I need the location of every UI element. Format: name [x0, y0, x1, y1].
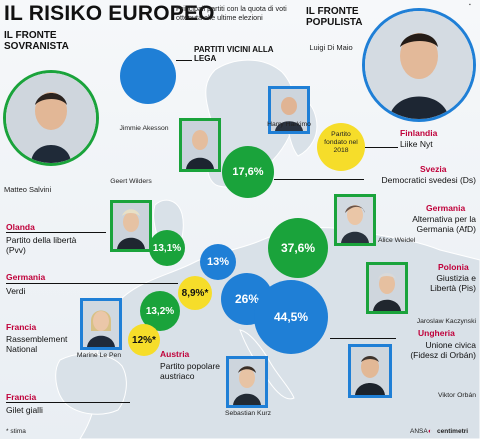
wilders-portrait-icon — [113, 203, 149, 249]
germania-afd-bubble: 13% — [200, 244, 236, 280]
legend-connector — [176, 60, 192, 61]
kaczynski-name: Jaroslaw Kaczynski — [416, 318, 476, 325]
orban-name: Viktor Orbán — [437, 392, 476, 399]
germania-afd-country: Germania — [426, 203, 466, 213]
olanda-value: 13,1% — [152, 242, 182, 254]
francia-rn-party: Rassemblement National — [6, 334, 68, 354]
dimaio-name: Luigi Di Maio — [309, 43, 353, 52]
front-populista-heading: IL FRONTE POPULISTA — [306, 6, 363, 28]
dimaio-photo — [362, 8, 476, 122]
polonia-country: Polonia — [438, 262, 469, 272]
polonia-value: 37,6% — [280, 241, 316, 255]
salvini-name: Matteo Salvini — [4, 185, 52, 194]
weidel-name: Alice Weidel — [378, 237, 416, 244]
lepen-photo — [80, 298, 122, 350]
ungheria-party: Unione civica (Fidesz di Orbán) — [410, 340, 476, 360]
svezia-value: 17,6% — [232, 166, 264, 178]
akesson-photo — [179, 118, 221, 172]
francia-gilet-value: 12%* — [132, 334, 156, 346]
page-title: IL RISIKO EUROPEO — [4, 2, 215, 25]
brand-label: centimetri — [437, 428, 469, 435]
legend-label: PARTITI VICINI ALLA LEGA — [194, 45, 274, 63]
finlandia-party: Liike Nyt — [400, 139, 433, 149]
kurz-portrait-icon — [229, 359, 265, 405]
wilders-name: Geert Wilders — [110, 178, 152, 185]
weidel-portrait-icon — [337, 197, 373, 243]
centimetri-logo-icon: ◐ — [428, 428, 432, 435]
austria-value: 26% — [234, 292, 260, 306]
salvini-portrait-icon — [6, 73, 96, 163]
germania-afd-value: 13% — [206, 256, 230, 268]
ungheria-connector — [330, 338, 396, 339]
francia-gilet-bubble: 12%* — [128, 324, 160, 356]
ungheria-country: Ungheria — [418, 328, 455, 338]
germania-verdi-country: Germania — [6, 272, 46, 282]
polonia-bubble: 37,6% — [268, 218, 328, 278]
salvini-photo — [3, 70, 99, 166]
svezia-country: Svezia — [420, 164, 447, 174]
germania-afd-party: Alternativa per la Germania (AfD) — [412, 214, 476, 234]
orban-photo — [348, 344, 392, 398]
akesson-name: Jimmie Akesson — [119, 125, 169, 132]
ungheria-bubble: 44,5% — [254, 280, 328, 354]
kaczynski-photo — [366, 262, 408, 314]
harkimo-photo — [268, 86, 310, 134]
olanda-country: Olanda — [6, 222, 35, 232]
olanda-bubble: 13,1% — [149, 230, 185, 266]
austria-party: Partito popolare austriaco — [160, 361, 221, 381]
francia-gilet-connector — [6, 402, 130, 403]
footnote: * stima — [6, 428, 26, 435]
ungheria-value: 44,5% — [273, 310, 309, 324]
olanda-connector — [6, 232, 106, 233]
harkimo-portrait-icon — [271, 89, 307, 131]
lepen-portrait-icon — [83, 301, 119, 347]
olanda-party: Partito della libertà (Pvv) — [6, 235, 77, 255]
lepen-name: Marine Le Pen — [76, 352, 122, 359]
wilders-photo — [110, 200, 152, 252]
kurz-name: Sebastian Kurz — [224, 410, 272, 417]
kurz-photo — [226, 356, 268, 408]
germania-verdi-connector — [6, 283, 178, 284]
svezia-bubble: 17,6% — [222, 146, 274, 198]
legend-bubble — [120, 48, 176, 104]
francia-gilet-party: Gilet gialli — [6, 405, 43, 415]
germania-verdi-value: 8,9%* — [181, 287, 209, 299]
orban-portrait-icon — [351, 347, 389, 395]
austria-country: Austria — [160, 349, 190, 359]
germania-verdi-party: Verdi — [6, 286, 26, 296]
finlandia-connector — [365, 147, 398, 148]
dimaio-portrait-icon — [365, 11, 473, 119]
corner-mark: ▪ — [469, 2, 471, 8]
francia-rn-value: 13,2% — [145, 305, 175, 317]
germania-verdi-bubble: 8,9%* — [178, 276, 212, 310]
weidel-photo — [334, 194, 376, 246]
finlandia-country: Finlandia — [400, 128, 438, 138]
svezia-connector — [274, 179, 364, 180]
page-subtitle: Principali partiti con la quota di voti … — [176, 4, 287, 22]
francia-gilet-country: Francia — [6, 392, 37, 402]
source-label: ANSA — [410, 428, 428, 435]
francia-rn-country: Francia — [6, 322, 37, 332]
kaczynski-portrait-icon — [369, 265, 405, 311]
front-sovranista-heading: IL FRONTE SOVRANISTA — [4, 30, 69, 52]
finlandia-note-bubble — [317, 123, 365, 171]
finlandia-note: Partito fondato nel 2018 — [324, 131, 358, 154]
polonia-party: Giustizia e Libertà (Pis) — [430, 273, 476, 293]
akesson-portrait-icon — [182, 121, 218, 169]
svezia-party: Democratici svedesi (Ds) — [381, 175, 476, 185]
harkimo-name: Harry Harkimo — [267, 121, 311, 128]
